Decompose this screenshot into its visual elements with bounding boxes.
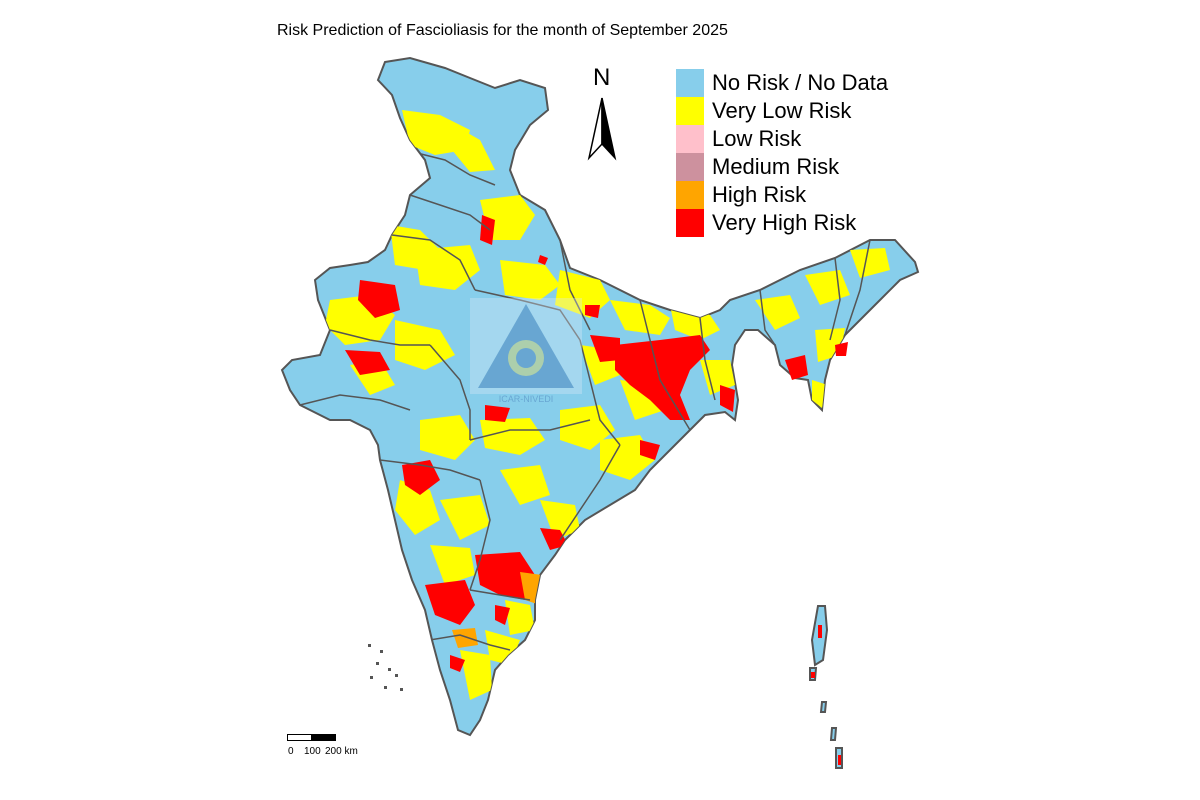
andaman-nicobar-islands xyxy=(809,605,843,769)
legend-swatch xyxy=(676,209,704,237)
island-very-high-risk xyxy=(811,625,841,765)
state-borders xyxy=(299,149,871,651)
very-high-risk-districts xyxy=(345,215,735,672)
legend-swatch xyxy=(676,97,704,125)
scale-label-0: 0 xyxy=(288,746,294,757)
scale-bar xyxy=(287,734,336,741)
legend-item-very-low-risk: Very Low Risk xyxy=(676,97,888,125)
legend-label: Medium Risk xyxy=(712,154,840,179)
legend-item-no-risk: No Risk / No Data xyxy=(676,69,888,97)
map-title: Risk Prediction of Fascioliasis for the … xyxy=(277,22,728,39)
north-letter: N xyxy=(593,64,611,91)
legend-label: No Risk / No Data xyxy=(712,70,889,95)
scale-label-100: 100 xyxy=(304,746,321,757)
legend-swatch xyxy=(676,181,704,209)
legend-swatch xyxy=(676,153,704,181)
legend-swatch xyxy=(676,125,704,153)
northeast-very-high-risk xyxy=(785,342,848,380)
high-risk-districts xyxy=(452,572,542,648)
legend-item-very-high-risk: Very High Risk xyxy=(676,209,888,237)
legend-label: Low Risk xyxy=(712,126,802,151)
icar-nivedi-logo-icon xyxy=(470,298,582,394)
legend-item-low-risk: Low Risk xyxy=(676,125,888,153)
legend-label: Very High Risk xyxy=(712,210,857,235)
legend-label: High Risk xyxy=(712,182,807,207)
legend-item-medium-risk: Medium Risk xyxy=(676,153,888,181)
watermark-text: ICAR-NIVEDI xyxy=(498,394,554,404)
watermark: ICAR-NIVEDI xyxy=(470,298,582,414)
legend: No Risk / No Data Very Low Risk Low Risk… xyxy=(676,69,888,237)
legend-swatch xyxy=(676,69,704,97)
north-arrow: N xyxy=(583,64,623,164)
legend-item-high-risk: High Risk xyxy=(676,181,888,209)
legend-label: Very Low Risk xyxy=(712,98,852,123)
lakshadweep-islands xyxy=(368,644,403,691)
scale-label-200: 200 km xyxy=(325,746,358,757)
north-arrow-icon xyxy=(587,97,617,161)
